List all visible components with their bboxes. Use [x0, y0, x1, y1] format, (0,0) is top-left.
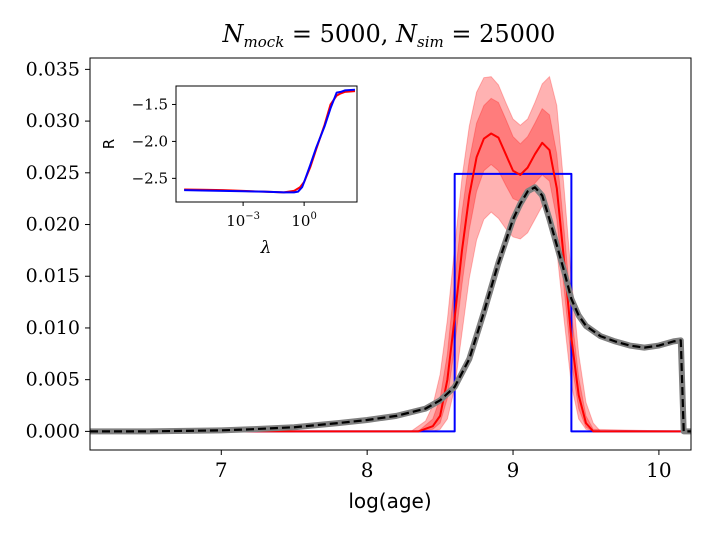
main-x-ticks: 7 8 9 10: [215, 450, 672, 482]
y-tick-label: 0.005: [26, 369, 80, 391]
x-axis-label: log(age): [348, 489, 431, 513]
title-n-sim: N: [395, 20, 418, 48]
series-cumulative-grey: [90, 184, 691, 435]
series-reconstruction-inner-band: [90, 97, 691, 432]
x-tick-label: 7: [215, 458, 228, 482]
y-tick-label: 0.010: [26, 317, 80, 339]
title-mock-subscript: mock: [244, 33, 285, 51]
title-n-mock: N: [222, 20, 245, 48]
inset-x-tick-label: 100: [291, 211, 316, 230]
inset-y-tick-label: −2.0: [132, 132, 168, 150]
inset-y-axis-label: R: [100, 139, 118, 149]
chart-title: Nmock = 5000, Nsim = 25000: [222, 20, 556, 51]
inset-x-tick-label: 10−3: [226, 211, 260, 230]
inset-y-ticks: −1.5 −2.0 −2.5: [132, 95, 176, 187]
inset-axes-frame: [175, 85, 358, 203]
y-tick-label: 0.000: [26, 420, 80, 442]
y-tick-label: 0.030: [26, 110, 80, 132]
series-reconstruction-median: [90, 132, 691, 433]
inset-series-layer: [184, 88, 356, 194]
y-tick-label: 0.020: [26, 214, 80, 236]
series-true-distribution: [90, 172, 691, 433]
x-tick-label: 10: [646, 458, 671, 482]
inset-plot-area: 10−3 100 −1.5 −2.0 −2.5: [132, 85, 358, 230]
main-plot-area: 7 8 9 10 0.000 0.005 0.010 0.015 0.020 0.025 0.03…: [26, 57, 692, 482]
main-y-ticks: 0.000 0.005 0.010 0.015 0.020 0.025 0.030 0.035: [26, 58, 90, 442]
main-series-layer: [90, 75, 691, 435]
x-tick-label: 8: [361, 458, 374, 482]
inset-y-tick-label: −2.5: [132, 169, 168, 187]
title-sim-value: = 25000: [444, 20, 556, 48]
y-tick-label: 0.035: [26, 58, 80, 80]
series-cumulative-black-dashed: [90, 186, 691, 433]
title-mock-value: = 5000,: [284, 20, 396, 48]
y-tick-label: 0.015: [26, 265, 80, 287]
inset-series-R-blue: [184, 88, 356, 194]
series-reconstruction-outer-band: [90, 75, 691, 432]
main-axes-frame: [89, 57, 692, 451]
inset-background: [176, 86, 357, 202]
inset-y-tick-label: −1.5: [132, 95, 168, 113]
x-tick-label: 9: [507, 458, 520, 482]
inset-x-axis-label: λ: [260, 238, 272, 258]
inset-x-ticks: 10−3 100: [226, 202, 317, 230]
y-tick-label: 0.025: [26, 162, 80, 184]
title-sim-subscript: sim: [417, 33, 444, 51]
